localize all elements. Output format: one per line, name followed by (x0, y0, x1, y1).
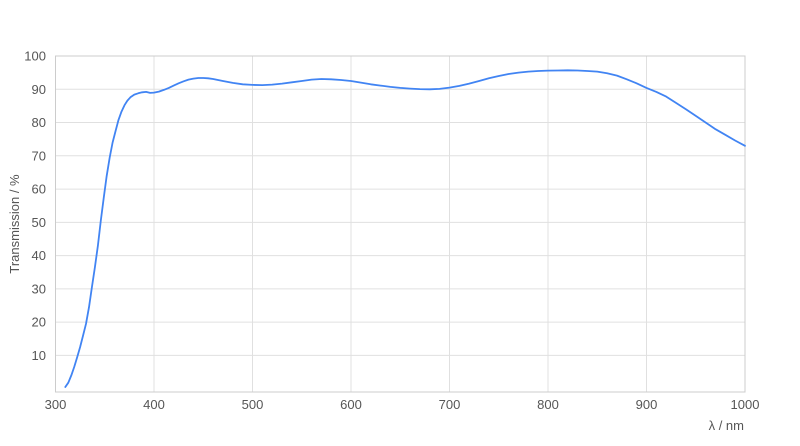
series-line-transmission (64, 69, 746, 388)
x-tick-label-1000: 1000 (731, 397, 760, 412)
data-series (64, 69, 746, 388)
y-tick-label-80: 80 (32, 115, 46, 130)
x-tick-label-300: 300 (45, 397, 67, 412)
y-tick-label-50: 50 (32, 215, 46, 230)
tick-labels: 300 400 500 600 700 800 900 1000 10 20 30 40 50 60 70 8… (24, 49, 759, 413)
x-tick-label-600: 600 (340, 397, 362, 412)
x-tick-label-400: 400 (143, 397, 165, 412)
y-tick-label-90: 90 (32, 82, 46, 97)
x-tick-label-500: 500 (242, 397, 264, 412)
gridlines (55, 55, 746, 392)
y-tick-label-100: 100 (24, 49, 46, 64)
plot-border (55, 55, 746, 393)
plot-frame (55, 55, 746, 393)
y-tick-label-10: 10 (32, 348, 46, 363)
y-tick-label-30: 30 (32, 281, 46, 296)
x-tick-label-800: 800 (537, 397, 559, 412)
y-tick-label-40: 40 (32, 248, 46, 263)
x-axis-title: λ / nm (709, 418, 744, 433)
x-tick-label-900: 900 (636, 397, 658, 412)
x-tick-label-700: 700 (439, 397, 461, 412)
y-tick-label-60: 60 (32, 182, 46, 197)
y-tick-label-70: 70 (32, 148, 46, 163)
y-tick-label-20: 20 (32, 315, 46, 330)
y-axis-title: Transmission / % (7, 174, 22, 274)
